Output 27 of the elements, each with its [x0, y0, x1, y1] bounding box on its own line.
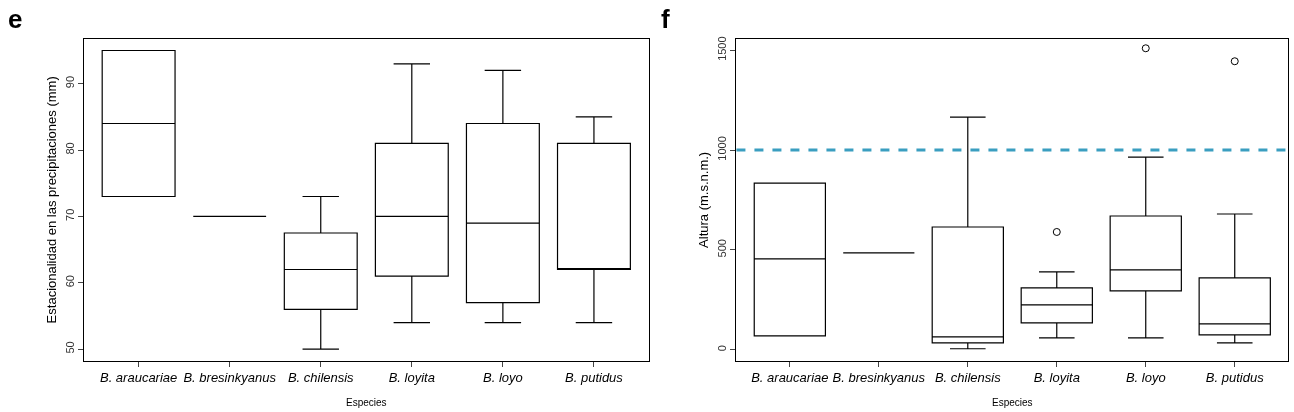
y-tick-label: 50 [63, 341, 76, 354]
y-axis-title: Altura (m.s.n.m.) [695, 151, 711, 248]
x-tick-label: B. loyita [1033, 370, 1080, 386]
y-tick-label: 60 [63, 275, 76, 288]
x-axis-title: Especies [345, 396, 387, 408]
x-tick-label: B. putidus [1205, 370, 1265, 386]
x-tick-label: B. araucariae [99, 370, 178, 386]
y-tick-label: 1500 [716, 36, 729, 61]
x-tick-label: B. loyita [388, 370, 435, 386]
y-axis-title: Estacionalidad en las precipitaciones (mm) [43, 76, 59, 324]
y-tick-label: 0 [716, 345, 729, 352]
y-tick-label: 1000 [716, 136, 729, 161]
x-tick-label: B. bresinkyanus [832, 370, 926, 386]
y-tick-label: 70 [63, 208, 76, 221]
chart-title: e [8, 4, 23, 34]
x-tick-label: B. chilensis [287, 370, 355, 386]
chart-title: f [661, 4, 670, 34]
x-tick-label: B. bresinkyanus [183, 370, 277, 386]
y-tick-label: 90 [63, 75, 76, 89]
y-tick-label: 80 [63, 142, 76, 155]
x-tick-label: B. chilensis [934, 370, 1002, 386]
x-tick-label: B. loyo [483, 370, 523, 386]
y-tick-label: 500 [716, 239, 729, 258]
x-axis-title: Especies [991, 396, 1033, 408]
x-tick-label: B. loyo [1125, 370, 1166, 386]
x-tick-label: B. araucariae [751, 370, 829, 386]
x-tick-label: B. putidus [565, 370, 624, 386]
